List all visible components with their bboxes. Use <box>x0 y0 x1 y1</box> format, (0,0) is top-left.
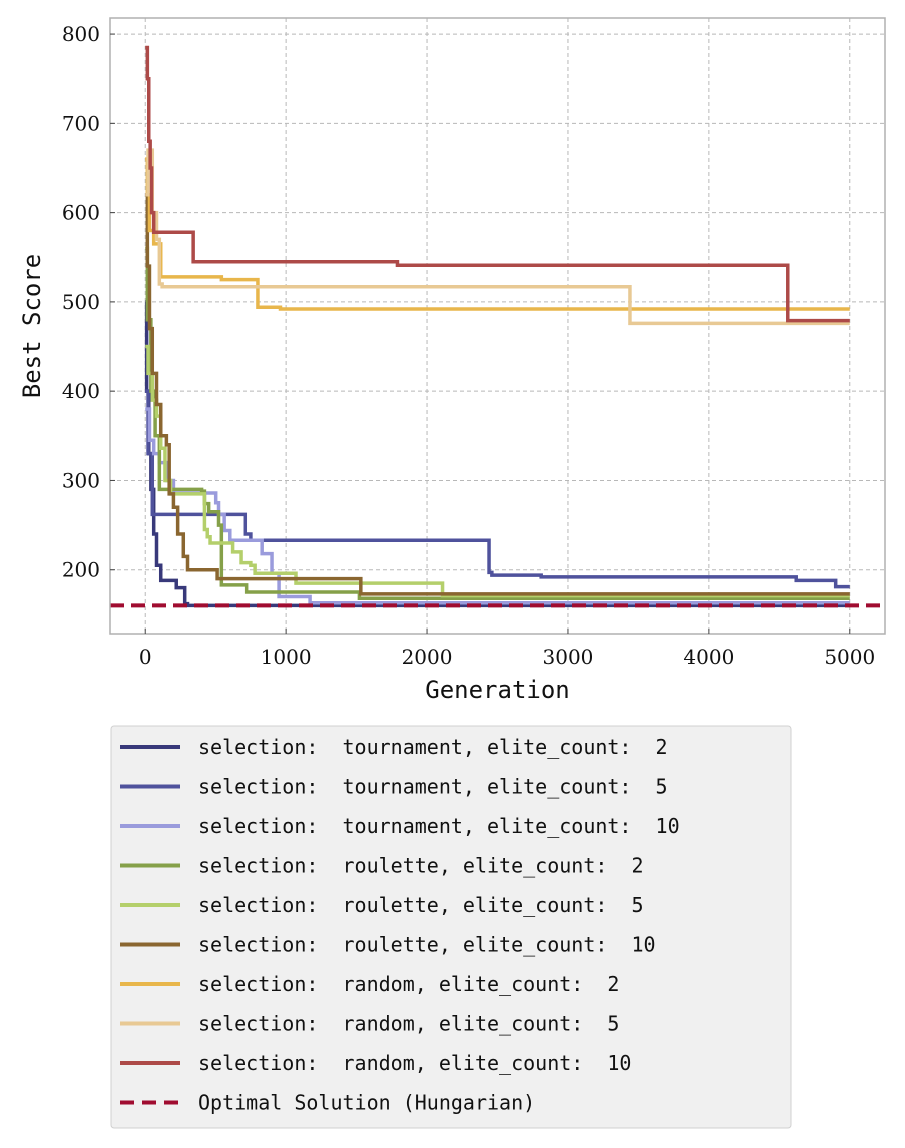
y-tick-label: 300 <box>62 468 100 492</box>
y-tick-label: 500 <box>62 290 100 314</box>
x-tick-label: 2000 <box>402 645 453 669</box>
legend-entry: selection: tournament, elite_count: 5 <box>120 775 668 799</box>
legend-label: selection: random, elite_count: 10 <box>198 1051 631 1075</box>
series-line-1 <box>144 300 850 608</box>
series-line-6 <box>145 193 850 596</box>
legend-entry: Optimal Solution (Hungarian) <box>120 1091 535 1115</box>
grid <box>110 18 885 634</box>
tick-labels: 0 1000 2000 3000 4000 5000 200 300 400 500 600 700 8… <box>62 22 875 669</box>
y-axis-label: Best Score <box>18 254 46 399</box>
x-tick-label: 5000 <box>824 645 875 669</box>
legend-entry: selection: tournament, elite_count: 2 <box>120 735 668 759</box>
series-line-2 <box>145 389 850 589</box>
legend-label: selection: tournament, elite_count: 2 <box>198 735 668 759</box>
legend-entry: selection: tournament, elite_count: 10 <box>120 814 680 838</box>
series-line-8 <box>145 148 850 326</box>
series-lines <box>144 45 850 608</box>
legend-label: selection: random, elite_count: 2 <box>198 972 619 996</box>
legend-label: selection: random, elite_count: 5 <box>198 1012 619 1036</box>
legend-entry: selection: roulette, elite_count: 10 <box>120 933 656 957</box>
x-axis-label: Generation <box>425 676 570 704</box>
legend-label: selection: tournament, elite_count: 5 <box>198 775 668 799</box>
legend-entry: selection: roulette, elite_count: 2 <box>120 854 644 878</box>
legend: selection: tournament, elite_count: 2 sel… <box>110 725 792 1129</box>
legend-label: selection: roulette, elite_count: 5 <box>198 893 644 917</box>
y-tick-label: 700 <box>62 111 100 135</box>
legend-entry: selection: random, elite_count: 2 <box>120 972 619 996</box>
plot-frame <box>109 17 886 635</box>
x-tick-label: 4000 <box>683 645 734 669</box>
x-tick-label: 1000 <box>261 645 312 669</box>
series-line-5 <box>145 344 850 598</box>
legend-entry: selection: roulette, elite_count: 5 <box>120 893 644 917</box>
legend-box <box>110 725 792 1129</box>
legend-label: Optimal Solution (Hungarian) <box>198 1091 535 1115</box>
y-tick-label: 600 <box>62 201 100 225</box>
series-line-4 <box>145 246 850 601</box>
legend-label: selection: tournament, elite_count: 10 <box>198 814 680 838</box>
legend-label: selection: roulette, elite_count: 10 <box>198 933 656 957</box>
y-tick-label: 200 <box>62 558 100 582</box>
y-tick-label: 400 <box>62 379 100 403</box>
legend-entry: selection: random, elite_count: 5 <box>120 1012 619 1036</box>
x-tick-label: 3000 <box>543 645 594 669</box>
x-tick-label: 0 <box>139 645 152 669</box>
legend-entry: selection: random, elite_count: 10 <box>120 1051 631 1075</box>
legend-label: selection: roulette, elite_count: 2 <box>198 854 644 878</box>
series-line-9 <box>145 45 850 323</box>
y-tick-label: 800 <box>62 22 100 46</box>
